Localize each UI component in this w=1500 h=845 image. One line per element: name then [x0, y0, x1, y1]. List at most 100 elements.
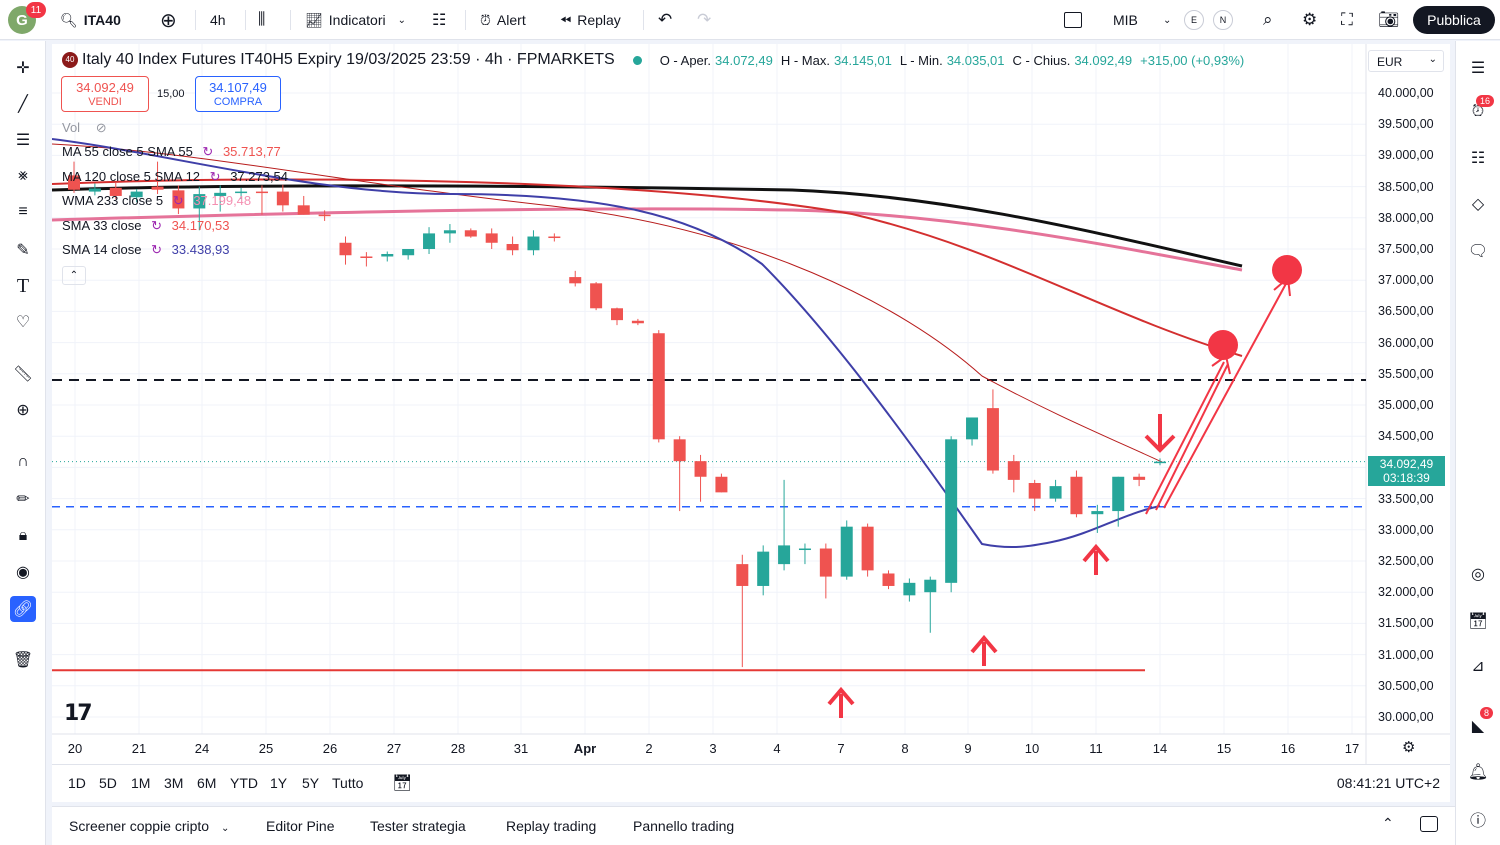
news-toggle[interactable]: N	[1213, 0, 1233, 40]
settings-gear-icon[interactable]: ⚙	[1302, 10, 1318, 29]
fullscreen-box-icon[interactable]	[1064, 0, 1082, 40]
tab-replay-trading[interactable]: Replay trading	[506, 818, 597, 834]
brush-icon[interactable]: ✎	[16, 242, 30, 259]
range-button[interactable]: YTD	[230, 775, 258, 791]
trash-icon[interactable]: 🗑︎	[12, 652, 34, 669]
interval-button[interactable]: 4h	[210, 12, 226, 28]
watch-symbol[interactable]: MIB	[1113, 12, 1138, 28]
prediction-icon[interactable]: ≡	[18, 203, 28, 220]
trend-line-icon[interactable]: ╱	[18, 96, 28, 113]
range-button[interactable]: 1D	[68, 775, 86, 791]
indicator-ma120[interactable]: MA 120 close 5 SMA 12 ↻ 37.273,54	[62, 169, 288, 185]
tab-strategy-tester[interactable]: Tester strategia	[370, 818, 466, 834]
publish-button[interactable]: Pubblica	[1413, 6, 1495, 34]
eye-off-icon[interactable]: ⊘	[95, 120, 107, 135]
price-chart[interactable]	[52, 44, 1450, 764]
candle-body	[1133, 476, 1146, 480]
collapse-legend-button[interactable]: ⌃	[62, 266, 86, 285]
time-tick-label: 11	[1089, 741, 1103, 756]
candle	[1049, 479, 1062, 502]
fullscreen-icon[interactable]: ⛶	[1341, 10, 1353, 29]
heart-icon[interactable]: ♡	[15, 314, 31, 331]
chart-title: Italy 40 Index Futures IT40H5 Expiry 19/…	[82, 51, 615, 68]
range-bar: 1D 5D 1M 3M 6M YTD 1Y 5Y Tutto 📅︎ 08:41:21 UTC+2	[52, 764, 1450, 802]
alert-button[interactable]: ⏰︎ Alert	[480, 0, 526, 40]
chart-pane-icon[interactable]: ⊿	[1471, 658, 1485, 675]
candle	[715, 473, 728, 493]
calendar-icon[interactable]: 📅︎	[1467, 613, 1489, 630]
indicator-value: 34.170,53	[171, 218, 230, 233]
target-icon[interactable]: ◎	[1471, 566, 1485, 583]
watchlist-icon[interactable]: ☰	[1470, 60, 1486, 77]
symbol-search[interactable]: 🔍︎ ITA40	[60, 0, 121, 40]
range-button[interactable]: 1Y	[270, 775, 288, 791]
tab-screener[interactable]: Screener coppie cripto ⌄	[69, 818, 229, 834]
axis-settings-icon[interactable]: ⚙	[1402, 739, 1416, 756]
drawing-toolbar: ✛ ╱ ☰ ⨳ ≡ ✎ T ♡ 📏︎ ⊕ ∩ ✏ 🔒︎ ◉ 🔗︎ 🗑︎	[0, 41, 46, 845]
alerts-clock-icon[interactable]: ⏰︎	[1471, 103, 1485, 120]
layout-grid-icon[interactable]: ☷	[432, 12, 447, 29]
time-tick-label: 17	[1344, 741, 1360, 756]
indicator-vol[interactable]: Vol ⊘	[62, 120, 107, 136]
help-icon[interactable]: ⓘ	[1469, 813, 1486, 830]
indicator-sma14[interactable]: SMA 14 close ↻ 33.438,93	[62, 242, 230, 258]
candle	[360, 252, 373, 267]
ruler-icon[interactable]: 📏︎	[12, 366, 34, 383]
undo-icon[interactable]: ↶	[658, 10, 673, 29]
range-button[interactable]: 1M	[131, 775, 151, 791]
stay-drawing-icon[interactable]: ✏	[16, 491, 30, 508]
indicator-wma233[interactable]: WMA 233 close 5 ↻ 37.199,48	[62, 193, 251, 209]
earnings-toggle[interactable]: E	[1184, 0, 1204, 40]
chat-icon[interactable]: 🗨︎	[1467, 243, 1489, 260]
candle-body	[485, 233, 498, 243]
candle	[819, 543, 832, 599]
bell-icon[interactable]: 🔔︎	[1467, 764, 1489, 781]
zoom-in-icon[interactable]: ⊕	[16, 402, 30, 419]
time-tick-label: Apr	[573, 741, 597, 756]
candle	[924, 576, 937, 633]
goto-date-icon[interactable]: 📅︎	[392, 775, 413, 792]
crosshair-icon[interactable]: ✛	[16, 60, 30, 77]
sell-label: VENDI	[88, 96, 122, 108]
add-symbol-icon[interactable]: ⊕	[160, 9, 177, 32]
clock-display[interactable]: 08:41:21 UTC+2	[1336, 775, 1440, 791]
tab-pine-editor[interactable]: Editor Pine	[266, 818, 335, 834]
range-button[interactable]: 5Y	[302, 775, 320, 791]
currency-select[interactable]: EUR ⌄	[1368, 50, 1444, 72]
redo-icon[interactable]: ↷	[697, 10, 712, 29]
rss-feed-icon[interactable]: ◣	[1471, 718, 1485, 735]
range-button[interactable]: 6M	[197, 775, 217, 791]
object-tree-icon[interactable]: ☷	[1470, 150, 1486, 167]
candles-icon[interactable]: ⫼	[258, 11, 266, 28]
indicator-sma33[interactable]: SMA 33 close ↻ 34.170,53	[62, 218, 230, 234]
feed-badge: 8	[1480, 707, 1494, 719]
chevron-down-icon[interactable]: ⌄	[1163, 14, 1172, 26]
range-button[interactable]: 5D	[99, 775, 117, 791]
camera-icon[interactable]: 📷︎	[1378, 10, 1400, 29]
candle-body	[882, 573, 895, 586]
fib-lines-icon[interactable]: ☰	[15, 132, 31, 149]
buy-button[interactable]: 34.107,49 COMPRA	[195, 76, 281, 112]
indicators-button[interactable]: 📈︎ Indicatori ⌄	[305, 0, 406, 40]
pattern-icon[interactable]: ⨳	[18, 167, 28, 184]
indicator-ma55[interactable]: MA 55 close 5 SMA 55 ↻ 35.713,77	[62, 144, 281, 160]
lock-icon[interactable]: 🔒︎	[18, 527, 28, 544]
quick-search-icon[interactable]: ⌕	[1263, 10, 1273, 29]
layers-icon[interactable]: ◇	[1471, 196, 1485, 213]
magnet-icon[interactable]: ∩	[17, 453, 29, 470]
range-button[interactable]: Tutto	[332, 775, 364, 791]
chart-area[interactable]: 40 Italy 40 Index Futures IT40H5 Expiry …	[52, 44, 1450, 764]
candle	[903, 578, 916, 602]
chevron-up-icon[interactable]: ⌃	[1382, 815, 1394, 831]
tab-trading-panel[interactable]: Pannello trading	[633, 818, 735, 834]
sell-button[interactable]: 34.092,49 VENDI	[61, 76, 149, 112]
maximize-panel-icon[interactable]	[1420, 816, 1438, 832]
eye-icon[interactable]: ◉	[16, 564, 30, 581]
link-icon[interactable]: 🔗︎	[10, 596, 36, 622]
candle-body	[360, 256, 373, 258]
text-icon[interactable]: T	[16, 274, 30, 297]
current-price-value: 34.092,49	[1379, 457, 1434, 471]
candle	[840, 520, 853, 580]
replay-button[interactable]: ⏪︎ Replay	[560, 0, 621, 40]
range-button[interactable]: 3M	[164, 775, 184, 791]
